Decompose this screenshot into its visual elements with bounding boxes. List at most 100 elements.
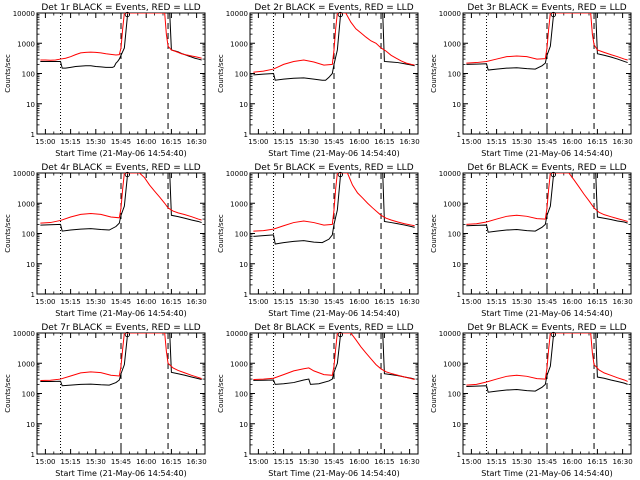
y-tick-label: 100: [22, 391, 35, 399]
x-tick-label: 15:45: [324, 458, 344, 466]
events-series-line: [40, 13, 202, 69]
y-tick-label: 100: [448, 71, 461, 79]
y-tick-label: 1: [31, 131, 35, 139]
y-tick-label: 10: [26, 421, 35, 429]
x-tick-label: 16:30: [400, 138, 420, 146]
x-tick-label: 15:30: [512, 458, 532, 466]
x-axis-label: Start Time (21-May-06 14:54:40): [55, 149, 186, 158]
x-tick-label: 15:45: [537, 138, 557, 146]
x-tick-label: 15:30: [86, 138, 106, 146]
flare-marker: [337, 331, 343, 338]
y-tick-label: 100: [448, 231, 461, 239]
y-axis-label: Counts/sec: [217, 214, 225, 253]
chart-panel-7: Det 7r BLACK = Events, RED = LLD Counts/s…: [4, 323, 207, 478]
x-tick-label: 16:15: [587, 138, 607, 146]
events-series-line: [253, 173, 415, 245]
y-tick-label: 10000: [13, 170, 35, 178]
y-axis-label: Counts/sec: [430, 54, 438, 93]
y-tick-label: 10: [452, 261, 461, 269]
x-tick-label: 15:30: [512, 138, 532, 146]
events-series-line: [40, 173, 202, 232]
chart-panel-9: Det 9r BLACK = Events, RED = LLD Counts/s…: [430, 323, 633, 478]
series-group: [253, 333, 415, 385]
x-tick-label: 15:00: [248, 458, 268, 466]
series-group: [253, 13, 415, 81]
x-tick-label: 16:00: [349, 298, 369, 306]
y-tick-label: 10000: [439, 330, 461, 338]
x-tick-label: 15:30: [86, 458, 106, 466]
x-tick-label: 15:30: [86, 298, 106, 306]
x-tick-label: 16:15: [161, 138, 181, 146]
lld-series-line: [466, 173, 628, 225]
y-axis-label: Counts/sec: [430, 214, 438, 253]
series-group: [40, 173, 202, 232]
flare-marker: [337, 11, 343, 18]
y-axis-label: Counts/sec: [430, 374, 438, 413]
x-tick-label: 16:00: [349, 138, 369, 146]
x-tick-label: 16:00: [136, 458, 156, 466]
x-axis-label: Start Time (21-May-06 14:54:40): [55, 309, 186, 318]
y-axis-label: Counts/sec: [4, 214, 12, 253]
y-tick-label: 100: [448, 391, 461, 399]
chart-title: Det 2r BLACK = Events, RED = LLD: [254, 3, 413, 13]
x-tick-label: 16:00: [136, 298, 156, 306]
y-tick-label: 1000: [17, 360, 35, 368]
x-tick-label: 16:30: [613, 298, 633, 306]
x-tick-label: 16:30: [187, 458, 207, 466]
events-series-line: [253, 13, 415, 81]
y-axis-label: Counts/sec: [217, 54, 225, 93]
chart-panel-1: Det 1r BLACK = Events, RED = LLD Counts/s…: [4, 3, 207, 158]
x-tick-label: 15:45: [537, 298, 557, 306]
series-group: [253, 173, 415, 245]
y-tick-label: 1000: [443, 360, 461, 368]
y-axis-label: Counts/sec: [217, 374, 225, 413]
chart-title: Det 6r BLACK = Events, RED = LLD: [467, 163, 626, 173]
x-tick-label: 15:30: [299, 138, 319, 146]
x-tick-label: 15:30: [512, 298, 532, 306]
y-tick-label: 1000: [230, 360, 248, 368]
x-tick-label: 15:00: [248, 298, 268, 306]
y-tick-label: 100: [235, 71, 248, 79]
y-tick-label: 1: [457, 131, 461, 139]
x-tick-label: 16:00: [562, 298, 582, 306]
y-tick-label: 10000: [226, 10, 248, 18]
y-tick-label: 10: [26, 261, 35, 269]
y-tick-label: 1: [244, 131, 248, 139]
x-tick-label: 16:00: [562, 138, 582, 146]
x-tick-label: 15:00: [248, 138, 268, 146]
y-tick-label: 10000: [439, 170, 461, 178]
chart-title: Det 8r BLACK = Events, RED = LLD: [254, 323, 413, 333]
x-axis-label: Start Time (21-May-06 14:54:40): [268, 469, 399, 478]
y-tick-label: 10000: [226, 170, 248, 178]
chart-panel-5: Det 5r BLACK = Events, RED = LLD Counts/s…: [217, 163, 420, 318]
x-tick-label: 15:30: [299, 458, 319, 466]
x-tick-label: 16:15: [587, 298, 607, 306]
x-tick-label: 16:30: [187, 298, 207, 306]
y-tick-label: 10: [239, 261, 248, 269]
chart-panel-2: Det 2r BLACK = Events, RED = LLD Counts/s…: [217, 3, 420, 158]
chart-title: Det 7r BLACK = Events, RED = LLD: [41, 323, 200, 333]
chart-title: Det 9r BLACK = Events, RED = LLD: [467, 323, 626, 333]
y-tick-label: 1000: [17, 200, 35, 208]
x-tick-label: 15:30: [299, 298, 319, 306]
events-series-line: [466, 333, 628, 393]
y-tick-label: 1000: [17, 40, 35, 48]
x-tick-label: 15:00: [35, 298, 55, 306]
x-axis-label: Start Time (21-May-06 14:54:40): [481, 149, 612, 158]
chart-panel-3: Det 3r BLACK = Events, RED = LLD Counts/s…: [430, 3, 633, 158]
y-tick-label: 1000: [230, 40, 248, 48]
x-axis-label: Start Time (21-May-06 14:54:40): [268, 149, 399, 158]
y-tick-label: 10000: [226, 330, 248, 338]
y-tick-label: 10: [26, 101, 35, 109]
lld-series-line: [253, 13, 415, 73]
x-tick-label: 15:15: [61, 458, 81, 466]
y-tick-label: 1: [31, 291, 35, 299]
x-tick-label: 15:15: [274, 138, 294, 146]
x-axis-label: Start Time (21-May-06 14:54:40): [268, 309, 399, 318]
flare-marker: [550, 331, 556, 338]
x-tick-label: 15:00: [35, 138, 55, 146]
x-tick-label: 15:15: [487, 458, 507, 466]
chart-title: Det 3r BLACK = Events, RED = LLD: [467, 3, 626, 13]
y-tick-label: 10: [239, 421, 248, 429]
x-tick-label: 16:15: [374, 138, 394, 146]
